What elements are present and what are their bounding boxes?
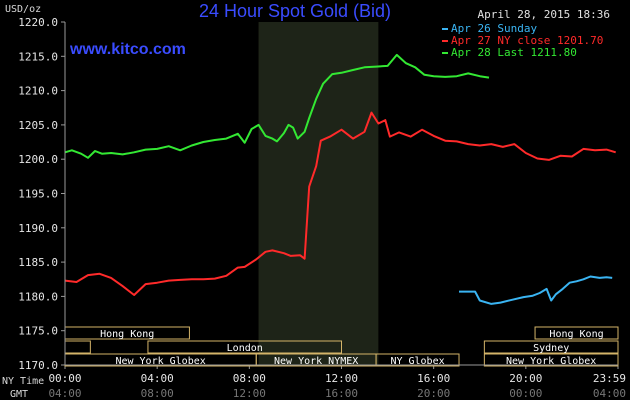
y-tick-label: 1220.0 [18,16,58,29]
y-tick-label: 1185.0 [18,256,58,269]
session-label: New York Globex [115,356,205,367]
y-tick-label: 1200.0 [18,153,58,166]
series-lines [64,53,616,305]
y-tick-label: 1180.0 [18,290,58,303]
nymex-session-shading [258,22,379,365]
legend-entry: Apr 28 Last 1211.80 [451,46,577,59]
session-label: New York Globex [506,356,596,367]
session-label: Hong Kong [100,329,154,340]
source-link[interactable]: www.kitco.com [69,41,186,58]
x-tick-label-ny: 23:59 [593,372,626,385]
x-tick-label-gmt: 08:00 [141,387,174,400]
legend-entry: Apr 26 Sunday [451,22,537,35]
x-tick-label-gmt: 04:00 [593,387,626,400]
session-box [483,340,619,354]
session-label: Hong Kong [549,329,603,340]
market-sessions: Hong Kong Hong Kong London Sydney New York G… [64,326,619,367]
legend-entry: Apr 27 NY close 1201.70 [451,34,603,47]
x-tick-label-gmt: 04:00 [48,387,81,400]
session-box [147,340,342,354]
x-tick-label-gmt: 00:00 [509,387,542,400]
y-axis: 1220.0 1215.0 1210.0 1205.0 1200.0 1195.0 1190… [18,16,65,372]
session-box [534,326,619,340]
x-tick-label-gmt: 12:00 [233,387,266,400]
y-tick-label: 1195.0 [18,188,58,201]
y-tick-label: 1170.0 [18,359,58,372]
y-tick-label: 1210.0 [18,85,58,98]
series-line [459,275,613,305]
timestamp: April 28, 2015 18:36 [478,8,610,21]
x-tick-label-ny: 12:00 [325,372,358,385]
series-line [64,111,616,296]
session-box [483,353,619,367]
y-tick-label: 1205.0 [18,119,58,132]
x-tick-label-gmt: 16:00 [325,387,358,400]
session-label: NY Globex [390,356,444,367]
x-tick-label-ny: 04:00 [141,372,174,385]
x-tick-label-ny: 16:00 [417,372,450,385]
x-tick-label-ny: 00:00 [48,372,81,385]
x-tick-label-gmt: 20:00 [417,387,450,400]
gmt-label: GMT [10,389,28,400]
session-label: Sydney [533,343,569,354]
ny-time-label: NY Time [2,376,44,387]
series-line [64,53,490,159]
x-tick-label-ny: 20:00 [509,372,542,385]
session-label: London [227,343,263,354]
y-tick-label: 1215.0 [18,50,58,63]
chart-title: 24 Hour Spot Gold (Bid) [199,1,391,21]
y-axis-unit: USD/oz [5,4,41,15]
session-label: New York NYMEX [274,356,358,367]
y-tick-label: 1175.0 [18,325,58,338]
session-box [375,353,460,367]
y-tick-label: 1190.0 [18,222,58,235]
x-tick-label-ny: 08:00 [233,372,266,385]
x-axis: 00:00 04:00 04:00 08:00 08:00 12:00 12:00 16:00… [48,365,626,400]
